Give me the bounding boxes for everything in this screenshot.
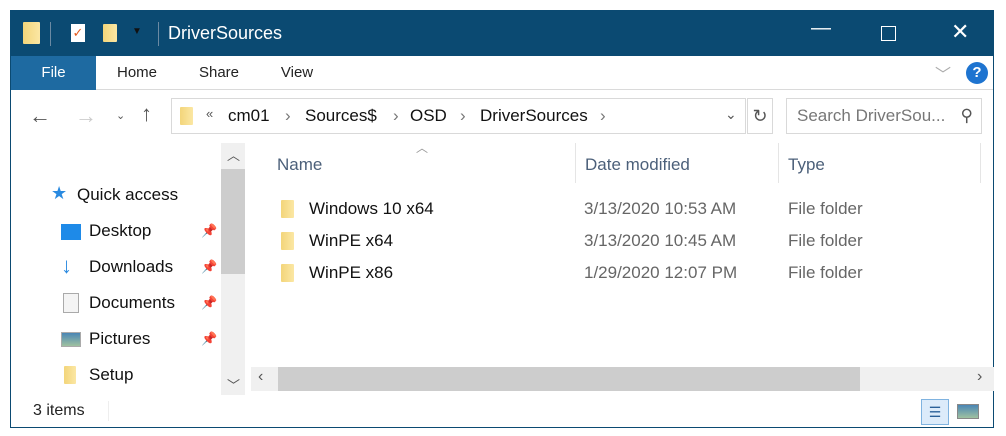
folder-icon — [23, 22, 40, 44]
search-input[interactable]: Search DriverSou... ⚲ — [786, 98, 982, 134]
scroll-down-icon[interactable]: ﹀ — [227, 378, 241, 393]
overflow-icon[interactable]: « — [206, 106, 214, 121]
scroll-thumb[interactable] — [278, 367, 860, 391]
file-row[interactable]: WinPE x86 1/29/2020 12:07 PM File folder — [271, 259, 971, 289]
properties-icon[interactable]: ✓ — [71, 24, 85, 42]
title-bar: ✓ ▼ DriverSources — ✕ — [11, 11, 993, 56]
up-button[interactable]: ↑ — [141, 101, 152, 126]
tab-view[interactable]: View — [280, 64, 314, 81]
column-name[interactable]: Name — [277, 155, 323, 174]
scroll-right-icon[interactable]: › — [977, 368, 983, 385]
nav-item-pictures[interactable]: Pictures 📌 — [11, 325, 221, 355]
large-icons-view-button[interactable] — [957, 404, 979, 419]
status-bar: 3 items ☰ — [11, 395, 993, 429]
chevron-right-icon: › — [460, 106, 466, 125]
scroll-left-icon[interactable]: ‹ — [258, 368, 264, 385]
tab-share[interactable]: Share — [198, 64, 240, 81]
download-icon: ↓ — [61, 253, 72, 278]
folder-icon — [281, 200, 294, 218]
window-title: DriverSources — [168, 23, 283, 43]
minimize-button[interactable]: — — [811, 17, 831, 39]
expand-ribbon-icon[interactable]: ﹀ — [935, 67, 952, 84]
pictures-icon — [61, 332, 81, 347]
nav-item-downloads[interactable]: ↓ Downloads 📌 — [11, 253, 221, 283]
star-icon: ★ — [51, 183, 68, 203]
pin-icon[interactable]: 📌 — [201, 295, 218, 310]
horizontal-scrollbar[interactable]: ‹ › — [251, 367, 994, 391]
tab-home[interactable]: Home — [116, 64, 157, 81]
chevron-right-icon: › — [600, 106, 606, 125]
nav-quick-access[interactable]: ★ Quick access — [11, 181, 221, 211]
file-date: 3/13/2020 10:53 AM — [584, 199, 737, 218]
file-type: File folder — [788, 231, 863, 250]
navigation-pane: ★ Quick access Desktop 📌 ↓ Downloads 📌 Docum… — [11, 143, 221, 395]
help-icon[interactable]: ? — [966, 62, 988, 84]
nav-label: Documents — [89, 293, 175, 312]
column-date-modified[interactable]: Date modified — [585, 155, 690, 174]
explorer-window: ✓ ▼ DriverSources — ✕ File Home Share Vi… — [10, 10, 994, 428]
column-type[interactable]: Type — [788, 155, 825, 174]
ribbon-tabs: File Home Share View ﹀ ? — [11, 56, 993, 90]
chevron-right-icon: › — [393, 106, 399, 125]
file-date: 3/13/2020 10:45 AM — [584, 231, 737, 250]
sort-ascending-icon: ︿ — [416, 141, 429, 155]
file-type: File folder — [788, 263, 863, 282]
search-placeholder: Search DriverSou... — [797, 106, 946, 125]
folder-icon — [281, 264, 294, 282]
breadcrumb-sources[interactable]: Sources$ — [305, 106, 377, 125]
new-folder-icon[interactable] — [103, 24, 117, 42]
nav-label: Setup — [89, 365, 134, 384]
customize-toolbar-icon[interactable]: ▼ — [132, 26, 142, 37]
item-count: 3 items — [33, 402, 85, 419]
file-name: Windows 10 x64 — [309, 199, 434, 218]
file-date: 1/29/2020 12:07 PM — [584, 263, 738, 282]
refresh-button[interactable]: ↻ — [747, 98, 773, 134]
nav-label: Downloads — [89, 257, 174, 276]
nav-item-setup[interactable]: Setup — [11, 361, 221, 391]
forward-button[interactable]: → — [75, 103, 97, 128]
recent-locations-icon[interactable]: ⌄ — [116, 110, 126, 122]
folder-icon — [64, 366, 76, 384]
folder-icon — [281, 232, 294, 250]
maximize-button[interactable] — [881, 26, 896, 41]
details-view-button[interactable]: ☰ — [921, 399, 949, 425]
pin-icon[interactable]: 📌 — [201, 223, 218, 238]
address-dropdown-icon[interactable]: ⌄ — [725, 106, 737, 122]
nav-item-documents[interactable]: Documents 📌 — [11, 289, 221, 319]
close-button[interactable]: ✕ — [951, 19, 970, 44]
address-bar[interactable]: « cm01 › Sources$ › OSD › DriverSources … — [171, 98, 773, 134]
folder-icon — [180, 107, 193, 125]
desktop-icon — [61, 224, 81, 240]
search-icon: ⚲ — [960, 106, 973, 125]
nav-label: Pictures — [89, 329, 151, 348]
breadcrumb-driversources[interactable]: DriverSources — [480, 106, 588, 125]
nav-label: Desktop — [89, 221, 152, 240]
scroll-up-icon[interactable]: ︿ — [227, 148, 241, 163]
pin-icon[interactable]: 📌 — [201, 259, 218, 274]
pin-icon[interactable]: 📌 — [201, 331, 218, 346]
file-row[interactable]: WinPE x64 3/13/2020 10:45 AM File folder — [271, 227, 971, 257]
breadcrumb-cm01[interactable]: cm01 — [228, 106, 270, 125]
file-type: File folder — [788, 199, 863, 218]
file-name: WinPE x64 — [309, 231, 394, 250]
nav-label: Quick access — [77, 185, 179, 204]
scroll-thumb[interactable] — [221, 169, 245, 274]
file-name: WinPE x86 — [309, 263, 394, 282]
breadcrumb-osd[interactable]: OSD — [410, 106, 447, 125]
file-row[interactable]: Windows 10 x64 3/13/2020 10:53 AM File fol… — [271, 195, 971, 225]
tab-file[interactable]: File — [11, 56, 96, 90]
chevron-right-icon: › — [285, 106, 291, 125]
back-button[interactable]: ← — [29, 103, 51, 128]
nav-scrollbar[interactable]: ︿ ﹀ — [221, 143, 245, 395]
nav-item-desktop[interactable]: Desktop 📌 — [11, 217, 221, 247]
documents-icon — [63, 293, 79, 313]
